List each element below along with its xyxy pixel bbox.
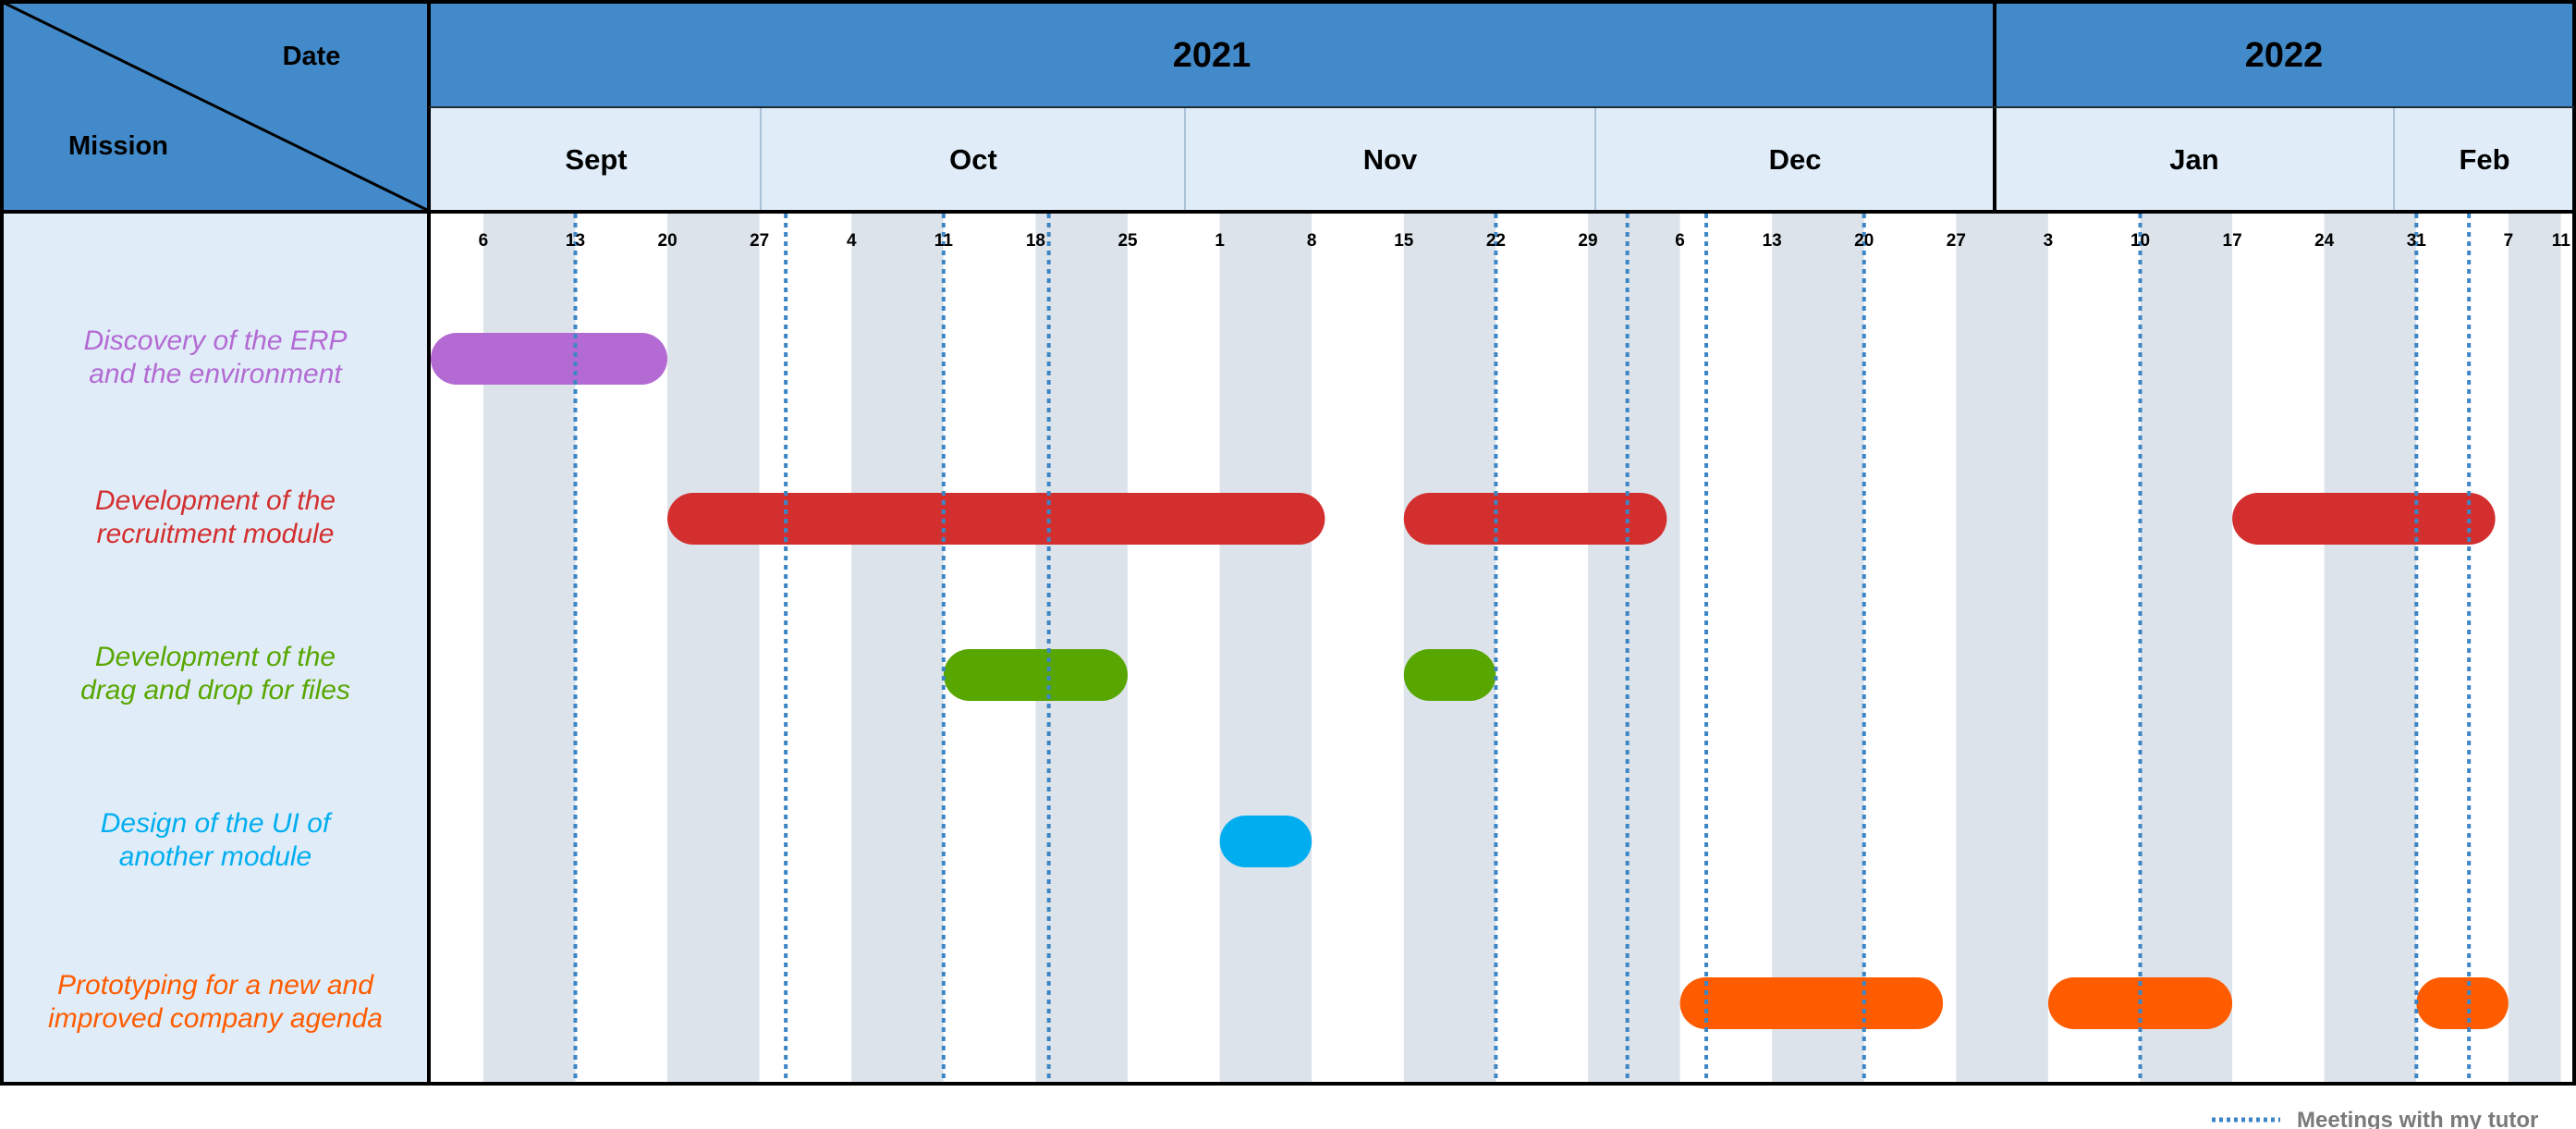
mission-label: Prototyping for a new and improved compan… xyxy=(48,970,383,1034)
mission-label: Development of the drag and drop for file… xyxy=(80,642,350,706)
task-bar xyxy=(1403,493,1667,545)
month-row xyxy=(431,107,2574,211)
week-tick-label: 11 xyxy=(2552,231,2571,251)
week-band xyxy=(1863,214,1957,1082)
task-bar xyxy=(2416,977,2509,1029)
year-label-2022: 2022 xyxy=(2245,36,2324,75)
task-bar xyxy=(431,333,668,385)
year-label-2021: 2021 xyxy=(1173,36,1251,75)
month-label-dec: Dec xyxy=(1769,143,1822,176)
week-band xyxy=(2232,214,2325,1082)
task-bar xyxy=(1679,977,1944,1029)
week-band xyxy=(1219,214,1312,1082)
week-band xyxy=(1772,214,1864,1082)
week-tick-label: 20 xyxy=(658,231,678,251)
week-tick-label: 7 xyxy=(2504,231,2514,251)
week-tick-label: 11 xyxy=(934,231,954,251)
mission-labels: Discovery of the ERP and the environment D… xyxy=(48,325,383,1034)
week-tick-label: 17 xyxy=(2223,231,2242,251)
week-tick-label: 27 xyxy=(750,231,769,251)
task-bar xyxy=(2232,493,2496,545)
week-band xyxy=(1496,214,1588,1082)
week-tick-label: 8 xyxy=(1307,231,1317,251)
mission-label: Development of the recruitment module xyxy=(95,485,336,549)
week-band xyxy=(1128,214,1220,1082)
week-tick-label: 6 xyxy=(479,231,489,251)
meeting-lines xyxy=(573,214,2472,1082)
week-tick-label: 13 xyxy=(566,231,585,251)
week-tick-label: 27 xyxy=(1947,231,1966,251)
week-band xyxy=(1587,214,1680,1082)
month-label-nov: Nov xyxy=(1363,143,1418,176)
task-bar xyxy=(1403,649,1496,701)
week-band xyxy=(851,214,944,1082)
week-tick-label: 29 xyxy=(1578,231,1597,251)
week-band xyxy=(943,214,1036,1082)
month-label-jan: Jan xyxy=(2169,143,2218,176)
task-bar xyxy=(943,649,1129,701)
week-band xyxy=(2560,214,2574,1082)
week-tick-label: 24 xyxy=(2314,231,2335,251)
month-label-oct: Oct xyxy=(949,143,997,176)
month-label-sept: Sept xyxy=(565,143,627,176)
mission-panel xyxy=(2,213,429,1084)
week-tick-label: 6 xyxy=(1675,231,1685,251)
week-band xyxy=(1956,214,2048,1082)
week-tick-label: 25 xyxy=(1117,231,1138,251)
week-band xyxy=(1403,214,1496,1082)
week-band xyxy=(2416,214,2509,1082)
week-bands xyxy=(431,214,2574,1082)
week-tick-label: 10 xyxy=(2130,231,2150,251)
week-band xyxy=(1312,214,1404,1082)
week-tick-label: 20 xyxy=(1854,231,1874,251)
week-band xyxy=(759,214,852,1082)
corner-diagonal xyxy=(1,0,430,213)
week-band xyxy=(2047,214,2141,1082)
week-tick-label: 1 xyxy=(1215,231,1225,251)
month-dividers xyxy=(760,107,2395,211)
task-bar xyxy=(1219,816,1312,867)
week-tick-labels: 6 13 20 27 4 11 18 25 1 8 15 22 29 6 13 20 27 3 10 17 24 31 7 1… xyxy=(479,231,2571,251)
week-tick-label: 22 xyxy=(1486,231,1506,251)
grid-borders xyxy=(0,0,2576,1086)
week-band xyxy=(1679,214,1773,1082)
mission-label: Design of the UI of another module xyxy=(101,808,333,872)
month-label-feb: Feb xyxy=(2459,143,2509,176)
week-band xyxy=(2508,214,2561,1082)
week-band xyxy=(1035,214,1129,1082)
date-label: Date xyxy=(283,42,341,71)
week-tick-label: 4 xyxy=(847,231,857,251)
week-tick-label: 3 xyxy=(2044,231,2054,251)
week-band xyxy=(2140,214,2233,1082)
week-band xyxy=(667,214,760,1082)
week-tick-label: 31 xyxy=(2407,231,2427,251)
mission-label: Discovery of the ERP and the environment xyxy=(83,325,347,389)
year-row-2021 xyxy=(431,2,1995,107)
week-tick-label: 15 xyxy=(1394,231,1414,251)
task-bars xyxy=(431,333,2509,1029)
mission-label: Mission xyxy=(68,131,168,161)
task-bar xyxy=(667,493,1325,545)
week-band xyxy=(2324,214,2417,1082)
week-tick-label: 13 xyxy=(1763,231,1782,251)
legend-label: Meetings with my tutor xyxy=(2297,1108,2538,1129)
year-row-2022 xyxy=(1995,2,2574,107)
week-tick-label: 18 xyxy=(1026,231,1045,251)
